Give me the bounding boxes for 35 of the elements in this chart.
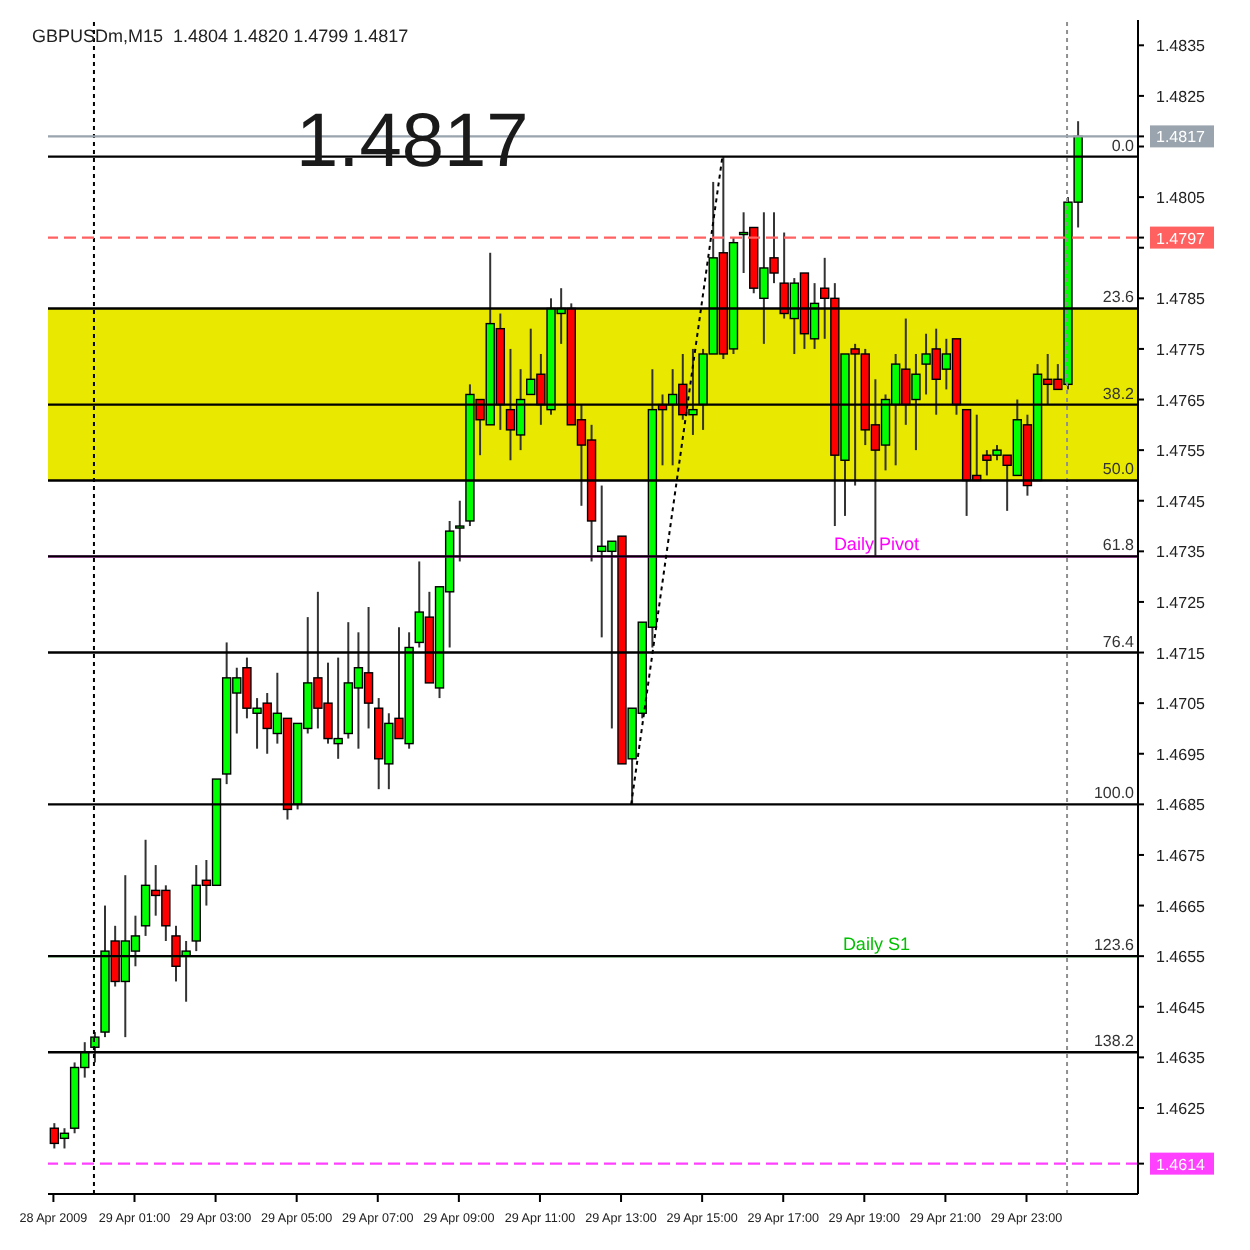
y-tick-label: 1.4745 (1156, 492, 1207, 511)
y-tick-label: 1.4655 (1156, 948, 1207, 967)
y-tick-label: 1.4785 (1156, 290, 1207, 309)
y-tick-label: 1.4695 (1156, 745, 1207, 764)
y-tick-label: 1.4675 (1156, 846, 1207, 865)
y-tick-label: 1.4817 (1156, 128, 1207, 147)
annotation: 23.6 (1102, 288, 1136, 307)
annotation: 61.8 (1102, 536, 1136, 555)
y-tick-label: 1.4775 (1156, 340, 1207, 359)
annotation: 38.2 (1102, 384, 1136, 403)
chart-title: GBPUSDm,M15 1.4804 1.4820 1.4799 1.4817 (32, 26, 409, 46)
y-tick-label: 1.4835 (1156, 37, 1207, 56)
y-tick-label: 1.4645 (1156, 998, 1207, 1017)
annotation: 0.0 (1111, 136, 1136, 155)
y-tick-label: 1.4805 (1156, 189, 1207, 208)
annotation: 50.0 (1102, 460, 1136, 479)
y-tick-label: 1.4725 (1156, 593, 1207, 612)
annotation: 100.0 (1093, 784, 1136, 803)
y-tick-label: 1.4665 (1156, 897, 1207, 916)
y-tick-label: 1.4614 (1156, 1155, 1207, 1174)
y-tick-label: 1.4755 (1156, 442, 1207, 461)
annotation: 76.4 (1102, 632, 1136, 651)
y-tick-label: 1.4635 (1156, 1049, 1207, 1068)
ref-line-label: Daily S1 (842, 934, 910, 955)
annotation: 123.6 (1093, 936, 1136, 955)
y-tick-label: 1.4735 (1156, 543, 1207, 562)
y-tick-label: 1.4685 (1156, 796, 1207, 815)
y-tick-label: 1.4715 (1156, 644, 1207, 663)
y-tick-label: 1.4797 (1156, 229, 1207, 248)
annotation: 138.2 (1093, 1032, 1136, 1051)
ref-line-label: Daily Pivot (833, 534, 920, 555)
y-tick-label: 1.4705 (1156, 695, 1207, 714)
y-tick-label: 1.4765 (1156, 391, 1207, 410)
y-tick-label: 1.4625 (1156, 1099, 1207, 1118)
y-tick-label: 1.4825 (1156, 87, 1207, 106)
